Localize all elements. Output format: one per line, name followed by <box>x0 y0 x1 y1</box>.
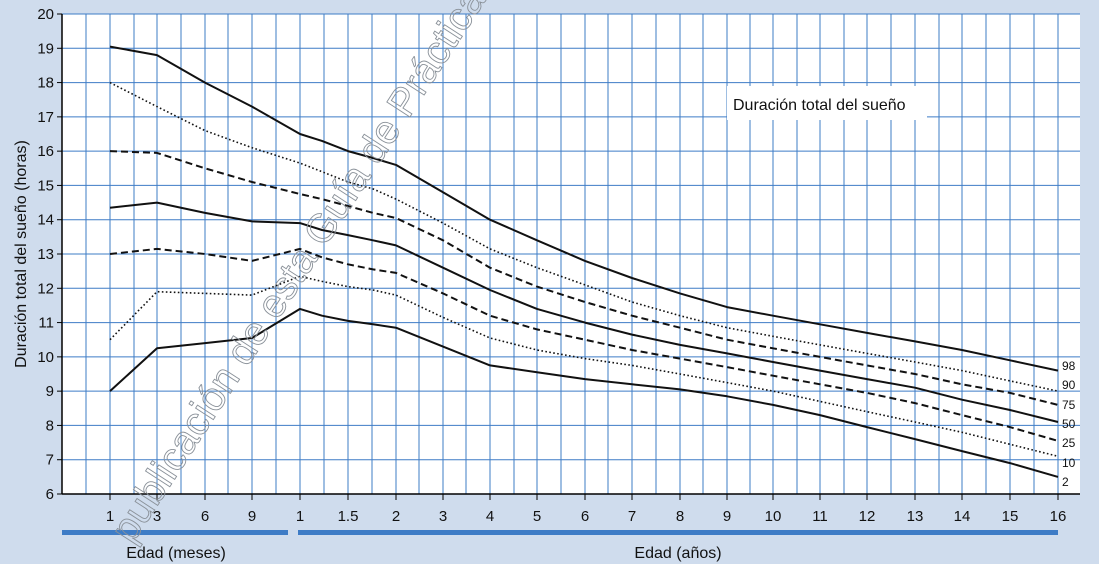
series-line-p10 <box>109 275 1059 458</box>
y-tick-label: 17 <box>37 109 54 126</box>
series-line-p75 <box>109 150 1059 406</box>
y-tick-label: 7 <box>46 452 54 469</box>
percentile-label-25: 25 <box>1062 436 1076 450</box>
x-tick-labels: 1 3 6 9 1 1.5 2 3 4 5 6 7 8 9 10 11 12 13 14 15 16 <box>106 494 1067 525</box>
y-tick-label: 20 <box>37 6 54 23</box>
series-line-p50 <box>109 201 1059 423</box>
y-tick-label: 14 <box>37 212 54 229</box>
series-line-p2 <box>109 307 1059 478</box>
x-tick-label: 10 <box>765 508 782 525</box>
months-axis-bar <box>62 530 288 535</box>
y-tick-label: 16 <box>37 143 54 160</box>
x-tick-label: 7 <box>628 508 636 525</box>
y-tick-label: 18 <box>37 75 54 92</box>
y-tick-label: 8 <box>46 417 54 434</box>
y-tick-label: 12 <box>37 280 54 297</box>
x-tick-label: 15 <box>1002 508 1019 525</box>
series-line-p90 <box>109 81 1059 392</box>
x-tick-label: 6 <box>581 508 589 525</box>
x-tick-label: 1 <box>296 508 304 525</box>
y-tick-label: 9 <box>46 383 54 400</box>
percentile-label-75: 75 <box>1062 398 1076 412</box>
x-tick-label: 13 <box>907 508 924 525</box>
y-tick-label: 6 <box>46 486 54 503</box>
chart-title: Duración total del sueño <box>733 97 906 114</box>
x-tick-label: 9 <box>723 508 731 525</box>
x-tick-label: 11 <box>812 508 828 525</box>
years-axis-bar <box>298 530 1058 535</box>
x-tick-label: 3 <box>153 508 161 525</box>
percentile-label-90: 90 <box>1062 378 1076 392</box>
x-tick-label: 3 <box>439 508 447 525</box>
series-line-p98 <box>109 45 1059 372</box>
x-tick-label: 1 <box>106 508 114 525</box>
chart-title-bg <box>727 86 927 120</box>
y-tick-label: 19 <box>37 40 54 57</box>
x-axis-label-years: Edad (años) <box>634 545 721 562</box>
y-tick-label: 10 <box>37 349 54 366</box>
x-tick-label: 14 <box>954 508 971 525</box>
x-tick-label: 8 <box>676 508 684 525</box>
series-line-p25 <box>109 247 1059 442</box>
x-tick-label: 1.5 <box>338 508 359 525</box>
grid <box>61 13 1080 495</box>
y-tick-labels: 6 7 8 9 10 11 12 13 14 15 16 17 18 19 20 <box>37 6 62 503</box>
series-lines <box>109 45 1059 478</box>
y-tick-label: 13 <box>37 246 54 263</box>
x-tick-label: 9 <box>248 508 256 525</box>
x-tick-label: 5 <box>533 508 541 525</box>
x-tick-label: 16 <box>1050 508 1067 525</box>
y-tick-label: 15 <box>37 177 54 194</box>
percentile-label-98: 98 <box>1062 359 1076 373</box>
percentile-label-2: 2 <box>1062 475 1069 489</box>
x-tick-label: 6 <box>201 508 209 525</box>
y-axis-label: Duración total del sueño (horas) <box>13 140 30 368</box>
x-tick-label: 4 <box>486 508 494 525</box>
percentile-labels: 98 90 75 50 25 10 2 <box>1062 359 1076 489</box>
y-tick-label: 11 <box>38 315 54 332</box>
x-tick-label: 2 <box>392 508 400 525</box>
x-axis-label-months: Edad (meses) <box>126 545 226 562</box>
x-tick-label: 12 <box>859 508 876 525</box>
percentile-label-50: 50 <box>1062 417 1076 431</box>
percentile-label-10: 10 <box>1062 456 1076 470</box>
